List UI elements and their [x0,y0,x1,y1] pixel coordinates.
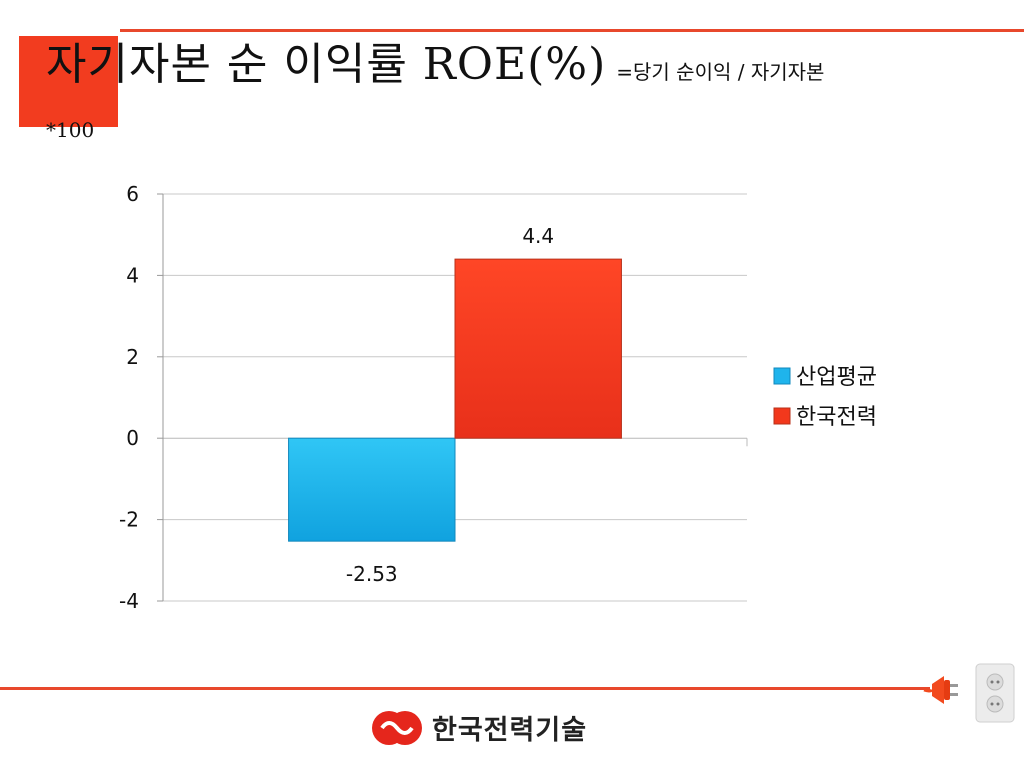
legend-swatch [773,367,791,385]
legend-swatch [773,407,791,425]
slide-title: 자기자본 순 이익률 ROE(%) =당기 순이익 / 자기자본 [46,28,824,92]
y-tick-label: 4 [126,263,139,287]
y-tick-label: -4 [119,589,139,613]
y-tick-label: -2 [119,508,139,532]
top-divider-line [120,29,1024,32]
slide-title-text: 자기자본 순 이익률 ROE(%) [46,39,607,90]
data-label: 4.4 [522,224,554,248]
logo-text: 한국전력기술 [432,715,588,746]
plug-icon [923,676,958,704]
y-tick-label: 2 [126,345,139,369]
formula-text: =당기 순이익 / 자기자본 [616,60,825,84]
y-tick-label: 0 [126,426,139,450]
y-tick-label: 6 [126,182,139,206]
formula-continuation: *100 [46,118,95,142]
bar-kepco [454,258,622,439]
legend-label: 한국전력 [796,405,877,430]
title-accent-square [19,36,118,127]
bar-industry-average [288,437,456,542]
company-logo: 한국전력기술 [370,708,587,747]
outlet-icon [975,663,1015,723]
legend-label: 산업평균 [796,365,877,390]
bottom-divider-line [0,687,930,690]
logo-icon [372,710,422,745]
data-label: -2.53 [346,562,398,586]
